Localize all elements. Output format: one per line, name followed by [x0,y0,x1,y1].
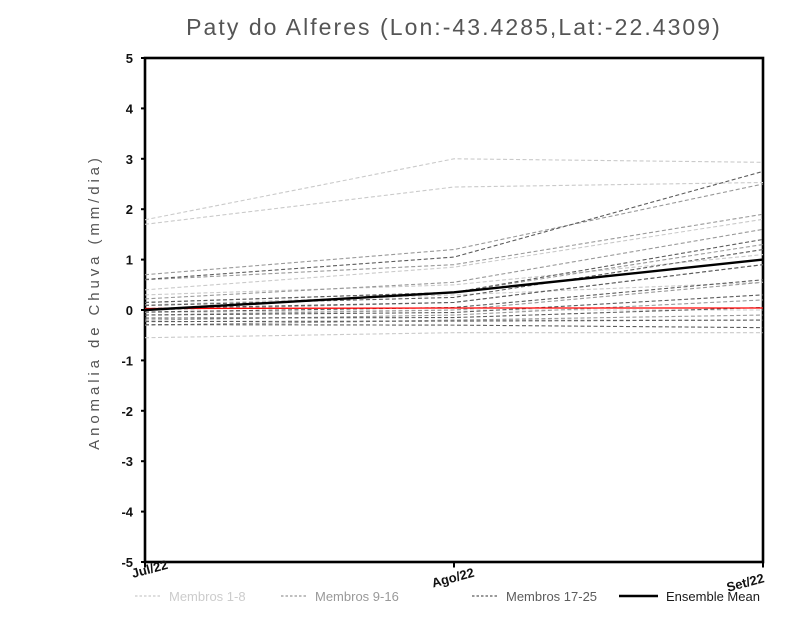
svg-text:1: 1 [126,253,133,268]
svg-text:Paty do Alferes (Lon:-43.4285,: Paty do Alferes (Lon:-43.4285,Lat:-22.43… [186,14,722,40]
svg-text:Membros 9-16: Membros 9-16 [315,589,399,604]
svg-text:-1: -1 [121,353,133,368]
svg-text:5: 5 [126,51,133,66]
svg-text:-2: -2 [121,404,133,419]
svg-text:-3: -3 [121,454,133,469]
svg-text:Ago/22: Ago/22 [430,565,476,591]
svg-text:Jul/22: Jul/22 [130,557,169,581]
svg-text:0: 0 [126,303,133,318]
svg-text:Ensemble Mean: Ensemble Mean [666,589,760,604]
svg-text:3: 3 [126,152,133,167]
svg-text:4: 4 [126,101,134,116]
svg-text:Anomalia de Chuva (mm/dia): Anomalia de Chuva (mm/dia) [86,154,103,450]
svg-text:Membros 17-25: Membros 17-25 [506,589,597,604]
svg-text:-4: -4 [121,505,133,520]
svg-text:Membros 1-8: Membros 1-8 [169,589,246,604]
svg-text:2: 2 [126,202,133,217]
